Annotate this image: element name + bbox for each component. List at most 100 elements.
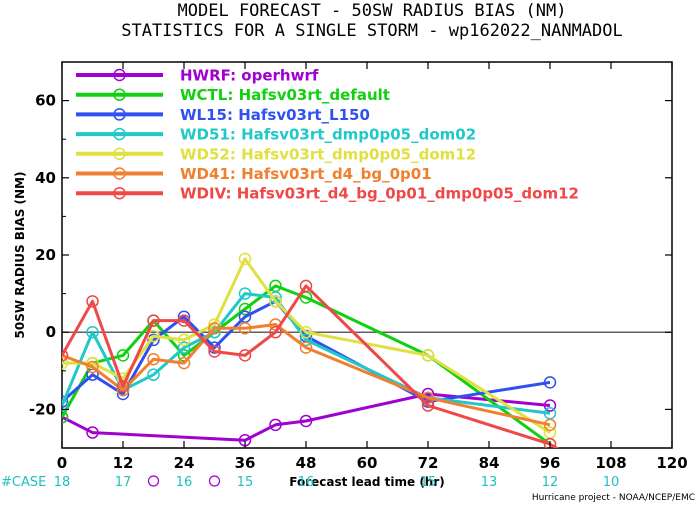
data-point <box>147 333 160 347</box>
x-tick-label: 0 <box>57 454 67 472</box>
data-point <box>208 322 221 335</box>
data-point <box>62 395 69 408</box>
data-point <box>177 314 191 327</box>
data-point <box>543 376 557 389</box>
legend-entry: WD41: Hafsv03rt_d4_bg_0p01 <box>180 165 432 183</box>
legend-entry: WL15: Hafsv03rt_L150 <box>180 106 370 124</box>
data-point <box>269 295 282 308</box>
chart-title: MODEL FORECAST - 50SW RADIUS BIAS (NM) <box>178 1 567 21</box>
data-point <box>238 322 252 335</box>
data-point <box>543 418 557 432</box>
data-point <box>238 287 252 300</box>
legend-entry: WCTL: Hafsv03rt_default <box>180 86 390 104</box>
y-tick-label: -20 <box>29 400 56 418</box>
data-point <box>147 368 160 381</box>
legend-marker <box>113 167 126 180</box>
data-point <box>208 325 221 339</box>
data-point <box>543 399 557 412</box>
legend-marker <box>113 108 126 121</box>
legend-entry: WDIV: Hafsv03rt_d4_bg_0p01_dmp0p05_dom12 <box>180 185 579 203</box>
case-count: 16 <box>298 475 315 490</box>
data-point <box>421 391 435 405</box>
case-count-row: #CASE 18 17 16 15 16 15 13 12 10 <box>1 475 619 490</box>
data-point <box>238 349 252 362</box>
x-tick-label: 12 <box>113 454 134 472</box>
missing-case-marker <box>147 475 160 487</box>
data-point <box>269 418 282 432</box>
x-tick-label: 60 <box>357 454 378 472</box>
legend-marker <box>113 88 126 101</box>
series-line <box>62 392 551 442</box>
data-point <box>147 352 160 366</box>
data-point <box>62 349 69 362</box>
missing-case-marker <box>208 475 221 487</box>
case-count: 15 <box>420 475 437 490</box>
series-line <box>62 284 559 448</box>
x-tick-label: 108 <box>595 454 626 472</box>
y-tick-label: 0 <box>46 323 56 341</box>
data-point <box>86 325 99 339</box>
case-label: #CASE <box>1 475 46 490</box>
x-tick-label: 84 <box>479 454 500 472</box>
legend-entry: WD52: Hafsv03rt_dmp0p05_dom12 <box>180 145 476 163</box>
series-line <box>62 323 551 427</box>
data-point <box>299 279 313 293</box>
data-point <box>238 302 252 316</box>
data-point <box>238 252 252 266</box>
case-count: 12 <box>542 475 559 490</box>
data-point <box>177 356 191 370</box>
data-point <box>116 349 130 362</box>
series-3 <box>62 287 557 420</box>
case-count: 17 <box>115 475 132 490</box>
chart-subtitle: STATISTICS FOR A SINGLE STORM - wp162022… <box>121 21 623 41</box>
data-point <box>299 341 313 354</box>
data-point <box>62 410 69 424</box>
case-count: 10 <box>603 475 620 490</box>
y-tick-label: 60 <box>35 92 56 110</box>
legend-entry: HWRF: operhwrf <box>180 67 319 85</box>
series-line <box>62 292 551 415</box>
data-point <box>86 360 99 374</box>
x-tick-label: 96 <box>540 454 561 472</box>
x-tick-label: 72 <box>418 454 439 472</box>
data-point <box>177 341 191 354</box>
y-tick-label: 20 <box>35 246 56 264</box>
data-point <box>62 399 69 412</box>
y-tick-label: 40 <box>35 169 56 187</box>
series-0 <box>62 387 557 447</box>
series-line <box>62 257 551 434</box>
data-point <box>269 325 282 339</box>
data-point <box>299 333 313 347</box>
series-layer <box>62 252 586 469</box>
x-tick-label: 24 <box>174 454 195 472</box>
legend-marker <box>113 68 126 82</box>
y-axis-label: 50SW RADIUS BIAS (NM) <box>13 172 27 339</box>
data-point <box>299 325 313 339</box>
legend-entry: WD51: Hafsv03rt_dmp0p05_dom02 <box>180 126 476 144</box>
data-point <box>575 458 586 469</box>
data-point <box>543 437 557 448</box>
x-tick-label: 48 <box>296 454 317 472</box>
data-point <box>116 379 130 393</box>
x-tick-label: 36 <box>235 454 256 472</box>
series-6 <box>62 279 586 469</box>
x-tick-label: 120 <box>656 454 687 472</box>
data-point <box>86 295 99 308</box>
case-count: 13 <box>481 475 498 490</box>
data-point <box>86 426 99 439</box>
case-count: 15 <box>237 475 254 490</box>
data-point <box>421 349 435 362</box>
axis-ticks: 0 12 24 36 48 60 72 84 96 108 120 -20 0 20 40 60 <box>29 61 688 472</box>
legend-marker <box>113 186 126 200</box>
legend-marker <box>113 147 126 161</box>
data-point <box>177 333 191 347</box>
data-point <box>208 345 221 358</box>
case-count: 18 <box>54 475 71 490</box>
x-axis-label: Forecast lead time (hr) <box>289 475 445 489</box>
data-point <box>62 356 69 370</box>
data-point <box>147 314 160 327</box>
series-4 <box>62 252 557 439</box>
credit-text: Hurricane project - NOAA/NCEP/EMC <box>532 493 695 503</box>
